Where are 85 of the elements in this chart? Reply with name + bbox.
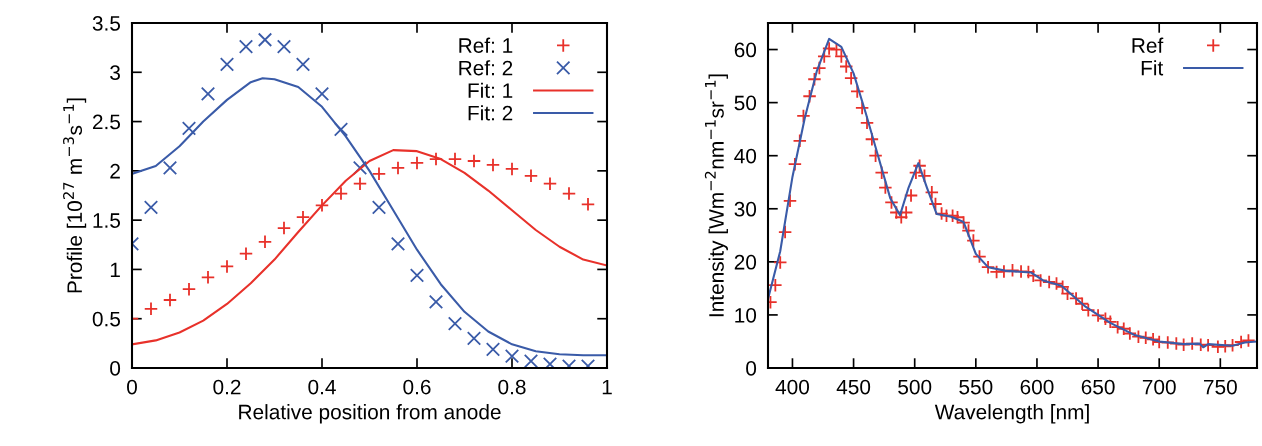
y-tick-label: 1 [110,262,120,277]
point [219,259,235,274]
point [561,186,577,201]
point [143,301,159,317]
y-tick-label: 30 [734,201,757,217]
x-tick-label: 750 [1204,379,1237,395]
x-tick-label: 450 [836,379,871,395]
point [390,160,406,176]
x-tick-label: 0.4 [308,379,336,395]
point [390,236,406,251]
point [238,246,254,261]
point [276,39,292,54]
legend-label: Fit [1141,60,1164,76]
point [200,86,216,102]
line-series [132,77,607,357]
point [333,122,349,137]
point [371,200,387,215]
point [200,270,216,285]
point [409,155,425,171]
point [371,166,387,181]
point [295,57,311,72]
y-axis-title: Intensity [Wm$^{−2}$nm$^{−1}$sr$^{−1}$] [704,74,728,317]
y-axis-title: Profile [10$^{27}$ m$^{−3}$s$^{−1}$] [63,98,87,293]
point [523,168,539,183]
x-tick-label: 500 [898,379,932,395]
point [314,86,330,102]
point [466,153,482,169]
point [504,161,520,177]
y-tick-label: 3 [110,65,120,81]
point [219,57,235,72]
point [352,176,368,191]
x-axis-title: Relative position from anode [239,404,501,424]
x-tick-label: 0.6 [403,379,431,395]
point [504,349,520,364]
point [428,294,444,310]
point [162,292,178,308]
legend-label: Ref: 2 [459,60,513,76]
x-tick-label: 600 [1020,379,1054,395]
y-tick-label: 10 [735,307,757,323]
y-tick-label: 50 [734,95,757,111]
point [181,281,197,297]
legend-label: Fit: 1 [468,82,513,98]
y-tick-label: 3.5 [92,16,121,31]
x-axis-title: Wavelength [nm] [934,404,1089,424]
x-tick-label: 700 [1142,379,1176,395]
point [143,200,159,215]
y-tick-label: 60 [734,42,757,58]
y-tick-label: 0.5 [92,311,121,327]
x-tick-label: 550 [959,379,993,395]
point [485,157,501,173]
point [314,198,330,213]
point [295,210,311,225]
x-tick-label: 650 [1081,379,1115,395]
y-tick-label: 0 [110,361,121,376]
x-tick-label: 0.8 [498,379,526,395]
point [257,32,273,47]
point [542,356,558,368]
point [447,151,463,167]
y-tick-label: 2 [110,163,120,179]
x-tick-label: 0.2 [213,379,241,395]
legend-label: Fit: 2 [468,105,513,121]
point [276,220,292,236]
point [181,121,197,136]
x-tick-label: 1 [602,379,612,395]
legend-label: Ref: 1 [459,37,513,53]
point [466,331,482,346]
point [409,268,425,283]
point [162,160,178,176]
y-tick-label: 2.5 [92,114,121,130]
x-tick-label: 400 [775,379,810,395]
point [523,353,539,368]
line-series [132,149,607,346]
legend-label: Ref [1132,37,1164,53]
y-tick-label: 20 [734,254,757,270]
y-tick-label: 0 [746,361,757,376]
x-tick-label: 0 [127,379,137,395]
y-tick-label: 40 [734,148,757,164]
point [485,342,501,357]
point [447,316,463,331]
y-tick-label: 1.5 [93,213,121,228]
point [580,197,596,212]
point [333,186,349,201]
point [257,234,273,249]
point [238,39,254,54]
point [542,176,558,191]
